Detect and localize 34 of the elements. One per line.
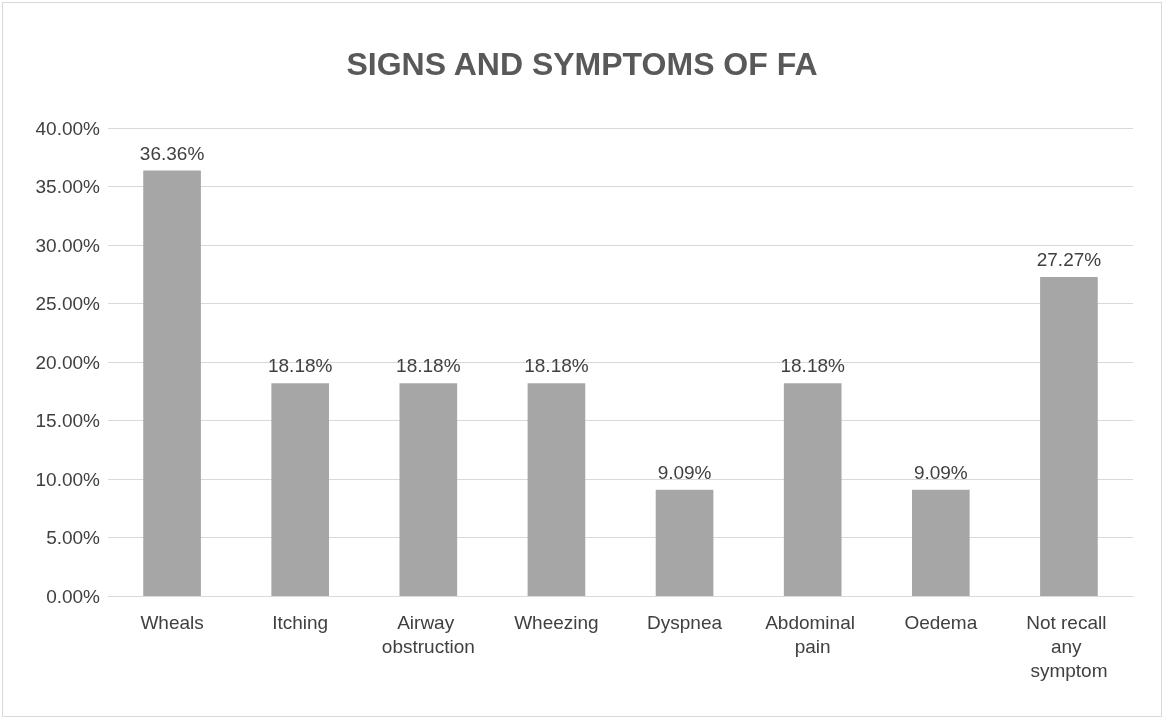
y-tick-label: 10.00% bbox=[35, 468, 101, 490]
bar bbox=[399, 383, 458, 596]
x-tick-label: Oedema bbox=[904, 611, 978, 633]
y-tick-label: 15.00% bbox=[35, 410, 101, 431]
y-tick-label: 30.00% bbox=[35, 234, 101, 256]
bar bbox=[655, 489, 714, 596]
y-tick-label: 20.00% bbox=[35, 351, 101, 373]
y-tick-label: 35.00% bbox=[35, 176, 101, 197]
y-tick-label: 5.00% bbox=[46, 527, 101, 548]
bar bbox=[527, 383, 586, 596]
x-tick-label: Abdominal pain bbox=[765, 611, 861, 657]
data-label: 18.18% bbox=[267, 355, 333, 377]
chart-title: SIGNS AND SYMPTOMS OF FA bbox=[346, 46, 818, 82]
data-label: 27.27% bbox=[1036, 248, 1102, 270]
y-tick-label: 0.00% bbox=[46, 585, 101, 607]
bar bbox=[1040, 276, 1098, 596]
data-label: 36.36% bbox=[139, 142, 205, 164]
x-tick-label: Wheezing bbox=[514, 611, 599, 633]
x-tick-label: Wheals bbox=[140, 611, 204, 633]
data-label: 18.18% bbox=[780, 355, 846, 377]
bar bbox=[271, 383, 330, 596]
x-tick-label: Airway obstruction bbox=[381, 611, 475, 657]
data-label: 18.18% bbox=[524, 355, 589, 377]
data-label: 9.09% bbox=[657, 461, 712, 483]
data-label: 18.18% bbox=[396, 355, 461, 377]
x-tick-label: Not recall any symptom bbox=[1026, 611, 1112, 681]
bar bbox=[143, 170, 201, 596]
x-tick-label: Itching bbox=[272, 611, 329, 633]
data-label: 9.09% bbox=[913, 461, 968, 483]
x-tick-label: Dyspnea bbox=[647, 611, 723, 633]
bar bbox=[911, 489, 970, 596]
y-tick-label: 40.00% bbox=[35, 117, 101, 139]
bar bbox=[783, 383, 842, 596]
y-tick-label: 25.00% bbox=[35, 293, 101, 314]
